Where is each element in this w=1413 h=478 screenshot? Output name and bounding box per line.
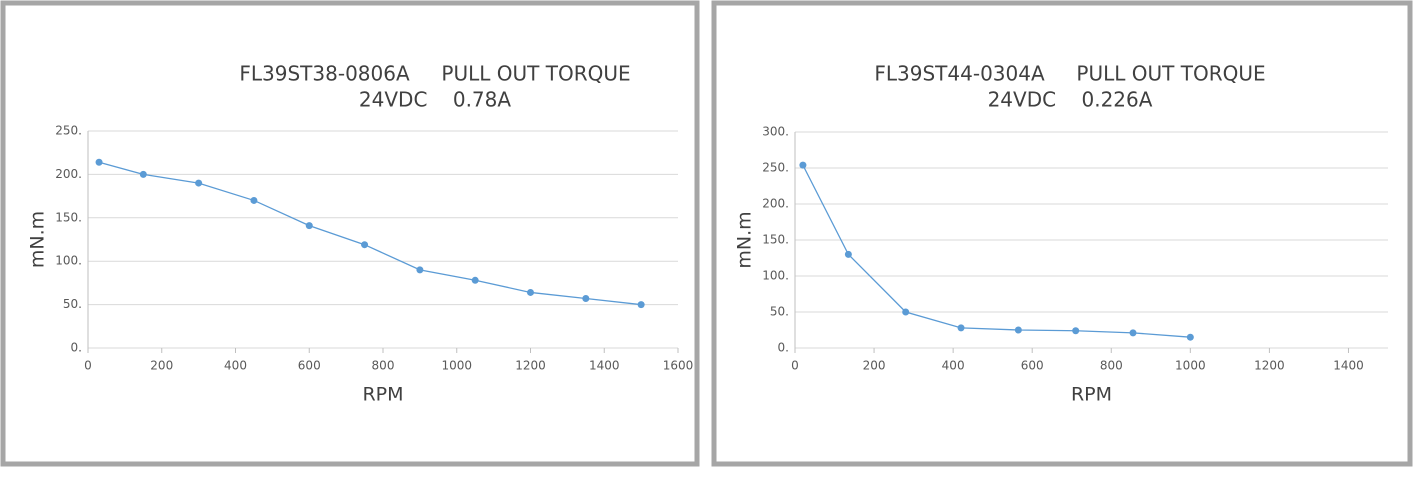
data-point: [305, 222, 313, 230]
x-tick-label: 400: [942, 359, 965, 373]
y-axis-label: mN.m: [27, 211, 49, 268]
y-tick-label: 150.: [762, 233, 789, 247]
y-tick-label: 0.: [71, 341, 82, 355]
data-point: [1186, 333, 1194, 341]
x-tick-label: 800: [372, 359, 395, 373]
chart-title: FL39ST44-0304A PULL OUT TORQUE: [874, 62, 1265, 86]
data-point: [471, 276, 479, 284]
data-point: [902, 308, 910, 316]
y-tick-label: 200.: [762, 197, 789, 211]
x-tick-label: 800: [1100, 359, 1123, 373]
series-line: [802, 164, 1191, 338]
data-point: [957, 324, 965, 332]
x-tick-label: 1600: [663, 359, 694, 373]
y-tick-label: 150.: [55, 210, 82, 224]
y-tick-label: 100.: [55, 254, 82, 268]
y-tick-label: 200.: [55, 167, 82, 181]
data-point: [1129, 329, 1137, 337]
y-tick-label: 0.: [778, 341, 789, 355]
x-tick-label: 1200: [1254, 359, 1285, 373]
data-point: [799, 161, 807, 169]
data-point: [416, 266, 424, 274]
x-tick-label: 200: [150, 359, 173, 373]
x-tick-label: 600: [298, 359, 321, 373]
y-tick-label: 300.: [762, 125, 789, 139]
data-point: [844, 250, 852, 258]
y-tick-label: 100.: [762, 269, 789, 283]
x-tick-label: 1400: [1333, 359, 1364, 373]
data-point: [95, 158, 103, 166]
data-point: [637, 301, 645, 309]
x-tick-label: 1000: [1175, 359, 1206, 373]
x-tick-label: 600: [1021, 359, 1044, 373]
series-line: [98, 161, 642, 306]
y-tick-label: 50.: [63, 297, 82, 311]
x-axis-label: RPM: [1071, 384, 1112, 406]
x-tick-label: 200: [863, 359, 886, 373]
y-tick-label: 250.: [762, 161, 789, 175]
y-tick-label: 250.: [55, 124, 82, 138]
x-tick-label: 400: [224, 359, 247, 373]
data-point: [195, 179, 203, 187]
x-tick-label: 1000: [441, 359, 472, 373]
data-point: [250, 196, 258, 204]
data-point: [1014, 326, 1022, 334]
data-point: [527, 288, 534, 296]
y-tick-label: 50.: [770, 305, 789, 319]
data-point: [582, 295, 590, 303]
data-point: [1072, 327, 1080, 335]
x-tick-label: 1200: [515, 359, 546, 373]
panel-frame: [711, 0, 1413, 467]
x-tick-label: 0: [791, 359, 799, 373]
panel-frame: [0, 0, 700, 467]
data-point: [361, 241, 369, 249]
chart-title: FL39ST38-0806A PULL OUT TORQUE: [239, 62, 630, 86]
x-tick-label: 0: [84, 359, 92, 373]
data-point: [139, 170, 147, 178]
x-axis-label: RPM: [362, 384, 403, 406]
chart-subtitle: 24VDC 0.226A: [988, 88, 1153, 112]
chart-subtitle: 24VDC 0.78A: [359, 88, 511, 112]
x-tick-label: 1400: [589, 359, 620, 373]
y-axis-label: mN.m: [734, 211, 756, 268]
